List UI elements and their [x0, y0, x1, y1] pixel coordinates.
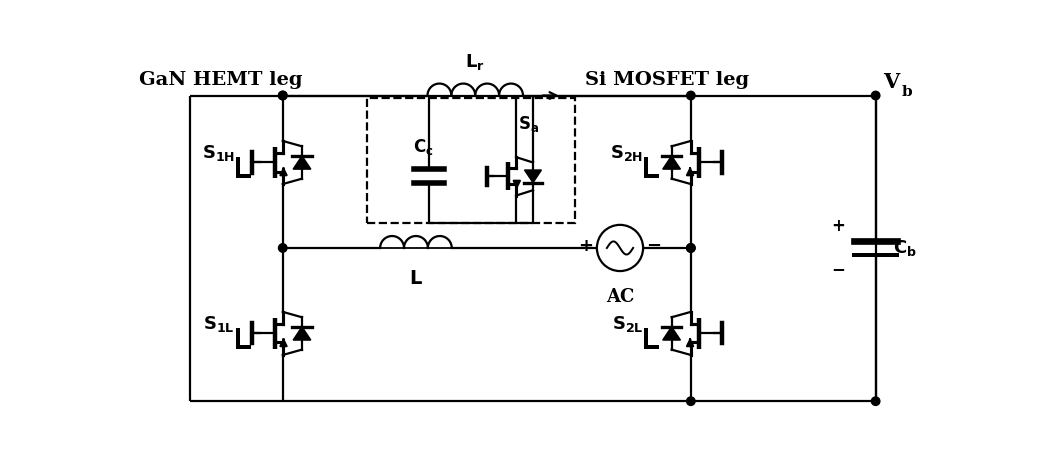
Circle shape — [872, 397, 880, 406]
Circle shape — [687, 91, 695, 100]
Circle shape — [278, 91, 287, 100]
Text: −: − — [646, 238, 661, 256]
Text: $\mathbf{S_a}$: $\mathbf{S_a}$ — [517, 114, 539, 134]
Text: $\mathbf{L}$: $\mathbf{L}$ — [409, 269, 423, 287]
Text: GaN HEMT leg: GaN HEMT leg — [139, 71, 303, 89]
Polygon shape — [525, 170, 542, 183]
Text: $\mathbf{S_{1L}}$: $\mathbf{S_{1L}}$ — [203, 314, 235, 334]
Text: $\mathbf{S_{1H}}$: $\mathbf{S_{1H}}$ — [202, 143, 235, 163]
Text: −: − — [832, 260, 845, 278]
Text: $\mathbf{S_{2L}}$: $\mathbf{S_{2L}}$ — [612, 314, 643, 334]
Text: +: + — [832, 218, 845, 236]
Polygon shape — [662, 327, 680, 340]
Circle shape — [687, 397, 695, 406]
Polygon shape — [293, 156, 311, 169]
Polygon shape — [662, 156, 680, 169]
Bar — [367, 98, 576, 223]
Text: b: b — [901, 85, 912, 99]
Text: Si MOSFET leg: Si MOSFET leg — [585, 71, 749, 89]
Circle shape — [278, 244, 287, 252]
Circle shape — [278, 91, 287, 100]
Text: $\mathbf{S_{2H}}$: $\mathbf{S_{2H}}$ — [609, 143, 643, 163]
Circle shape — [687, 244, 695, 252]
Text: V: V — [883, 72, 899, 92]
Polygon shape — [293, 327, 311, 340]
Circle shape — [872, 91, 880, 100]
Text: AC: AC — [606, 288, 634, 306]
Text: $\mathbf{C_c}$: $\mathbf{C_c}$ — [413, 137, 433, 157]
Circle shape — [687, 244, 695, 252]
Text: $\mathbf{C_b}$: $\mathbf{C_b}$ — [893, 238, 916, 258]
Text: +: + — [579, 238, 594, 256]
Text: $\mathbf{L_r}$: $\mathbf{L_r}$ — [466, 52, 486, 72]
